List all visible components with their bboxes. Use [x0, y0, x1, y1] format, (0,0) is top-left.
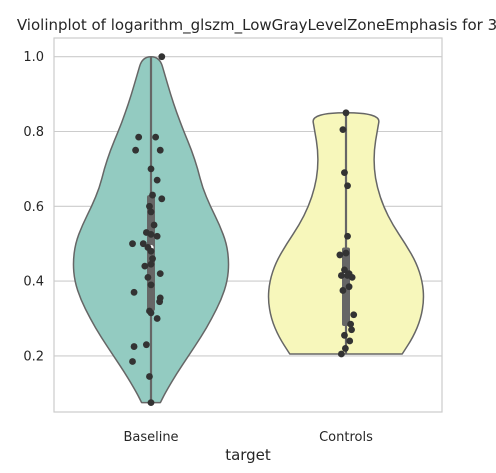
y-tick-label: 0.8 — [23, 125, 44, 140]
data-point — [129, 240, 136, 248]
violins-layer — [72, 55, 425, 405]
data-point — [132, 146, 140, 154]
data-point — [337, 350, 345, 358]
y-tick-labels: 0.2 0.4 0.6 0.8 1.0 — [23, 50, 44, 364]
data-point — [129, 358, 136, 365]
x-tick-label: Baseline — [123, 430, 178, 445]
data-point — [341, 345, 349, 352]
data-point — [341, 331, 348, 339]
x-tick-label: Controls — [319, 430, 373, 445]
data-point — [147, 399, 155, 407]
data-point — [344, 232, 351, 240]
data-point — [146, 373, 153, 380]
data-point — [342, 109, 350, 117]
data-point — [344, 182, 351, 190]
data-point — [153, 232, 161, 240]
data-point — [130, 288, 138, 296]
data-point — [142, 341, 150, 349]
data-point — [156, 298, 164, 306]
data-point — [347, 320, 355, 328]
data-point — [156, 146, 164, 154]
data-point — [146, 202, 153, 210]
data-point — [158, 195, 166, 203]
data-point — [147, 208, 155, 216]
data-point — [339, 126, 347, 134]
data-point — [341, 169, 348, 177]
x-tick-labels: Baseline Controls — [123, 430, 373, 445]
data-point — [348, 273, 356, 281]
data-point — [346, 337, 354, 345]
data-point — [348, 326, 355, 334]
data-point — [153, 176, 161, 184]
data-point — [345, 283, 353, 291]
data-point — [141, 262, 149, 270]
data-point — [350, 311, 358, 319]
data-point — [135, 133, 143, 141]
data-point — [147, 281, 155, 289]
y-tick-label: 0.2 — [23, 349, 44, 364]
data-point — [144, 273, 152, 281]
y-tick-label: 1.0 — [23, 50, 44, 65]
data-point — [158, 53, 166, 61]
data-point — [147, 165, 155, 173]
data-point — [149, 191, 156, 199]
data-point — [341, 266, 348, 274]
data-point — [139, 240, 147, 248]
data-point — [153, 315, 161, 322]
points-layer — [129, 53, 358, 407]
data-point — [130, 343, 138, 350]
plot-frame — [53, 37, 443, 413]
y-tick-label: 0.6 — [23, 200, 44, 215]
data-point — [147, 230, 155, 238]
chart-title: Violinplot of logarithm_glszm_LowGrayLev… — [17, 16, 496, 35]
data-point — [339, 287, 347, 294]
data-point — [342, 249, 350, 257]
data-point — [337, 272, 345, 279]
data-point — [152, 133, 160, 141]
data-point — [156, 270, 164, 278]
x-axis-label: target — [225, 446, 271, 464]
data-point — [147, 309, 155, 317]
data-point — [336, 251, 344, 259]
data-point — [147, 260, 155, 268]
data-point — [149, 255, 156, 263]
y-tick-label: 0.4 — [23, 275, 44, 290]
data-point — [147, 247, 155, 255]
data-point — [150, 221, 158, 229]
